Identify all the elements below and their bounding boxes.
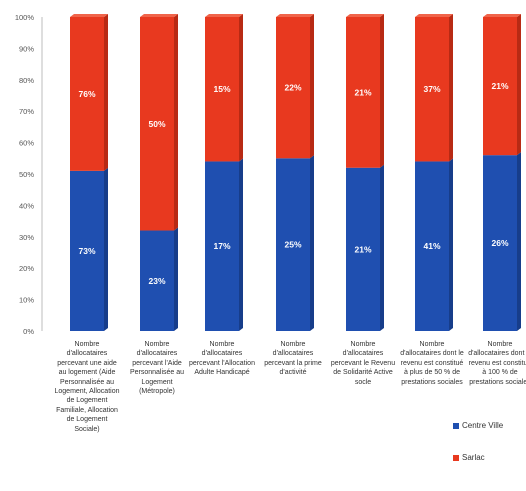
bar-side-sarlac xyxy=(517,14,521,156)
y-tick-label: 50% xyxy=(19,170,34,179)
bar-segment-centre-ville xyxy=(205,161,239,331)
bar-side-centre-ville xyxy=(449,158,453,331)
bar-top-sarlac xyxy=(346,14,384,17)
bar-top-sarlac xyxy=(140,14,178,17)
bar-side-centre-ville xyxy=(380,164,384,331)
data-label-sarlac: 37% xyxy=(423,84,440,94)
category-label: Nombre d'allocataires percevant l'Alloca… xyxy=(189,341,255,377)
data-label-centre-ville: 23% xyxy=(148,276,165,286)
bars: 73%76%23%50%17%15%25%22%21%21%41%37%26%2… xyxy=(70,14,521,331)
legend-item-centre-ville: Centre Ville xyxy=(453,421,503,430)
y-tick-label: 30% xyxy=(19,233,34,242)
y-tick-label: 0% xyxy=(23,327,34,336)
bar-side-sarlac xyxy=(449,14,453,162)
bar-top-sarlac xyxy=(205,14,243,17)
bar-segment-sarlac xyxy=(346,17,380,168)
bar-segment-sarlac xyxy=(483,17,517,156)
bar-side-centre-ville xyxy=(239,158,243,331)
bar-segment-sarlac xyxy=(205,17,239,162)
bar-side-sarlac xyxy=(104,14,108,171)
bar-segment-sarlac xyxy=(70,17,104,171)
bar-segment-centre-ville xyxy=(483,155,517,331)
bar-segment-centre-ville xyxy=(415,161,449,331)
data-label-centre-ville: 26% xyxy=(491,238,508,248)
data-label-centre-ville: 17% xyxy=(213,241,230,251)
bar-group: 17% 15% xyxy=(205,14,243,331)
bar-group: 26% 21% xyxy=(483,14,521,331)
bar-top-sarlac xyxy=(70,14,108,17)
bar-group: 73% 76% xyxy=(70,14,108,331)
legend-item-sarlac: Sarlac xyxy=(453,453,485,462)
bar-side-sarlac xyxy=(239,14,243,162)
y-tick-label: 10% xyxy=(19,296,34,305)
bar-group: 21% 21% xyxy=(346,14,384,331)
legend-label-sarlac: Sarlac xyxy=(462,453,485,462)
legend-swatch-sarlac xyxy=(453,454,459,461)
category-label: Nombre d'allocataires percevant une aide… xyxy=(54,341,120,433)
y-axis: 0% 10% 20% 30% 40% 50% 60% 70% 80% 90% 100% xyxy=(15,13,43,336)
bar-side-sarlac xyxy=(310,14,314,159)
legend-swatch-centre-ville xyxy=(453,422,459,429)
data-label-centre-ville: 73% xyxy=(78,246,95,256)
bar-segment-sarlac xyxy=(140,17,174,231)
data-label-sarlac: 76% xyxy=(78,89,95,99)
category-label: Nombre d'allocataires percevant la prime… xyxy=(264,341,322,377)
category-label: Nombre d'allocataires percevant le Reven… xyxy=(330,341,396,386)
data-label-centre-ville: 41% xyxy=(423,241,440,251)
y-tick-label: 20% xyxy=(19,264,34,273)
bar-segment-centre-ville xyxy=(140,230,174,331)
category-label: Nombre d'allocataires dont le revenu est… xyxy=(468,341,526,386)
y-tick-label: 80% xyxy=(19,76,34,85)
bar-side-centre-ville xyxy=(174,227,178,331)
bar-side-sarlac xyxy=(380,14,384,168)
bar-top-sarlac xyxy=(483,14,521,17)
y-tick-label: 90% xyxy=(19,44,34,53)
data-label-centre-ville: 25% xyxy=(284,240,301,250)
data-label-centre-ville: 21% xyxy=(354,244,371,254)
bar-side-sarlac xyxy=(174,14,178,231)
bar-segment-sarlac xyxy=(415,17,449,162)
bar-segment-sarlac xyxy=(276,17,310,159)
data-label-sarlac: 22% xyxy=(284,83,301,93)
category-label: Nombre d'allocataires dont le revenu est… xyxy=(400,341,464,386)
y-tick-label: 70% xyxy=(19,107,34,116)
bar-group: 41% 37% xyxy=(415,14,453,331)
bar-top-sarlac xyxy=(415,14,453,17)
category-label: Nombre d'allocataires percevant l'Aide P… xyxy=(129,341,185,396)
bar-group: 25% 22% xyxy=(276,14,314,331)
bar-side-centre-ville xyxy=(104,167,108,331)
data-label-sarlac: 15% xyxy=(213,84,230,94)
y-tick-label: 60% xyxy=(19,139,34,148)
data-label-sarlac: 21% xyxy=(354,87,371,97)
legend-label-centre-ville: Centre Ville xyxy=(462,421,504,430)
data-label-sarlac: 21% xyxy=(491,81,508,91)
bar-side-centre-ville xyxy=(517,152,521,331)
bar-top-sarlac xyxy=(276,14,314,17)
bar-segment-centre-ville xyxy=(276,158,310,331)
y-tick-label: 40% xyxy=(19,201,34,210)
bar-segment-centre-ville xyxy=(70,170,104,331)
bar-group: 23% 50% xyxy=(140,14,178,331)
data-label-sarlac: 50% xyxy=(148,119,165,129)
bar-side-centre-ville xyxy=(310,155,314,331)
y-tick-label: 100% xyxy=(15,13,35,22)
bar-segment-centre-ville xyxy=(346,167,380,331)
